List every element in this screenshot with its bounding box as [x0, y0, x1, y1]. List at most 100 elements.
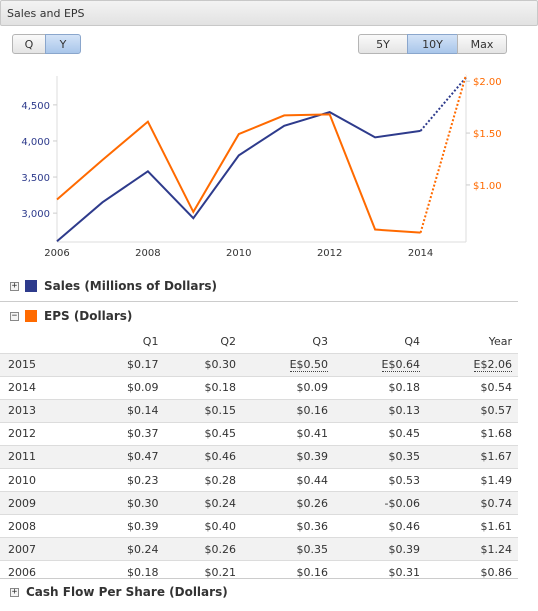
- cell-value: $0.57: [480, 404, 513, 418]
- eps-cell: $0.14: [86, 398, 165, 423]
- yearly-button[interactable]: Y: [45, 34, 81, 54]
- eps-cell: $0.54: [425, 375, 518, 400]
- range-max-button[interactable]: Max: [457, 34, 507, 54]
- section-cash-flow[interactable]: + Cash Flow Per Share (Dollars): [0, 583, 518, 605]
- eps-cell: $0.26: [242, 491, 335, 515]
- table-row: 2011 $0.47 $0.46 $0.39 $0.35 $1.67: [0, 444, 518, 469]
- year-cell: 2006: [0, 560, 87, 584]
- cell-value: $0.41: [296, 427, 329, 441]
- cell-value: $0.36: [296, 519, 329, 533]
- eps-cell: $1.49: [425, 467, 518, 492]
- eps-cell: $0.36: [242, 514, 335, 538]
- quarterly-button[interactable]: Q: [12, 34, 46, 54]
- eps-cell: $0.39: [334, 537, 426, 561]
- eps-cell: $0.86: [425, 560, 518, 584]
- eps-cell: $0.24: [86, 537, 165, 561]
- eps-cell: $0.46: [164, 444, 243, 469]
- eps-cell: $0.35: [242, 537, 335, 561]
- panel-header: Sales and EPS: [0, 0, 538, 26]
- cell-value: $0.18: [126, 566, 159, 580]
- eps-cell: $0.35: [334, 444, 426, 469]
- table-row: 2012 $0.37 $0.45 $0.41 $0.45 $1.68: [0, 421, 518, 446]
- eps-cell: $0.09: [86, 375, 165, 400]
- table-row: 2010 $0.23 $0.28 $0.44 $0.53 $1.49: [0, 467, 518, 492]
- eps-cell: $0.39: [242, 444, 335, 469]
- eps-cell: $0.45: [334, 421, 426, 446]
- column-header: [0, 331, 87, 353]
- y2-tick-label: $1.00: [473, 181, 502, 192]
- section-eps[interactable]: − EPS (Dollars): [0, 307, 518, 329]
- cell-value: $0.37: [126, 427, 159, 441]
- section-sales[interactable]: + Sales (Millions of Dollars): [0, 277, 518, 299]
- eps-cell: $0.45: [164, 421, 243, 446]
- eps-cell: $0.41: [242, 421, 335, 446]
- cell-value: $0.15: [204, 404, 237, 418]
- eps-estimate-line: [419, 74, 467, 233]
- eps-cell: E$0.64: [334, 352, 426, 377]
- eps-cell: $0.21: [164, 560, 243, 584]
- collapse-icon[interactable]: −: [10, 311, 19, 321]
- year-cell: 2009: [0, 491, 87, 515]
- cell-value: 2013: [8, 404, 36, 418]
- y-tick-label: 3,500: [21, 173, 50, 184]
- eps-cell: $1.67: [425, 444, 518, 469]
- expand-icon[interactable]: +: [10, 281, 19, 291]
- cell-value: $0.47: [126, 450, 159, 464]
- cell-value: $0.09: [126, 381, 159, 395]
- cell-value: $0.28: [204, 473, 237, 487]
- eps-cell: $0.39: [86, 514, 165, 538]
- cell-value: $1.68: [480, 427, 513, 441]
- y2-tick-label: $2.00: [473, 77, 502, 88]
- eps-cell: $0.16: [242, 398, 335, 423]
- cell-value: 2012: [8, 427, 36, 441]
- eps-cell: E$2.06: [425, 352, 518, 377]
- cell-value: $0.45: [204, 427, 237, 441]
- divider: [0, 578, 518, 579]
- eps-cell: $0.13: [334, 398, 426, 423]
- eps-color-swatch: [25, 310, 37, 322]
- cell-value: $0.14: [126, 404, 159, 418]
- cell-value: $1.49: [480, 473, 513, 487]
- x-tick-label: 2010: [226, 248, 251, 259]
- cell-value: $0.54: [480, 381, 513, 395]
- cell-value: $0.45: [388, 427, 420, 441]
- range-10y-button[interactable]: 10Y: [407, 34, 458, 54]
- cell-value: $0.35: [296, 542, 329, 556]
- cell-value: 2009: [8, 496, 36, 510]
- cell-value: E$0.50: [289, 358, 329, 373]
- sales-estimate-line: [419, 76, 467, 132]
- expand-icon[interactable]: +: [10, 587, 19, 597]
- eps-cell: $1.24: [425, 537, 518, 561]
- section-cash-flow-label: Cash Flow Per Share (Dollars): [26, 585, 228, 599]
- eps-cell: -$0.06: [334, 491, 426, 515]
- cell-value: $0.86: [480, 566, 513, 580]
- table-row: 2007 $0.24 $0.26 $0.35 $0.39 $1.24: [0, 537, 518, 561]
- eps-series-line: [56, 113, 421, 234]
- cell-value: 2008: [8, 519, 36, 533]
- range-5y-button[interactable]: 5Y: [358, 34, 408, 54]
- x-tick-label: 2006: [44, 248, 69, 259]
- year-cell: 2013: [0, 398, 87, 423]
- year-cell: 2007: [0, 537, 87, 561]
- x-tick-label: 2008: [135, 248, 160, 259]
- cell-value: 2011: [8, 450, 36, 464]
- cell-value: $0.18: [388, 381, 420, 395]
- cell-value: E$2.06: [473, 358, 512, 373]
- eps-table: Q1 Q2 Q3 Q4 Year 2015 $0.17 $0.30 E$0.50 E$0.64 E…: [0, 331, 518, 584]
- cell-value: 2015: [8, 358, 36, 372]
- cell-value: $0.16: [296, 404, 329, 418]
- eps-cell: $0.31: [334, 560, 426, 584]
- cell-value: $0.44: [296, 473, 329, 487]
- year-cell: 2008: [0, 514, 87, 538]
- table-row: 2014 $0.09 $0.18 $0.09 $0.18 $0.54: [0, 375, 518, 400]
- cell-value: $0.39: [126, 519, 159, 533]
- y-tick-label: 4,500: [21, 101, 50, 112]
- column-header: Q1: [142, 335, 159, 349]
- eps-cell: $0.53: [334, 467, 426, 492]
- eps-cell: $1.68: [425, 421, 518, 446]
- cell-value: $0.31: [388, 566, 420, 580]
- cell-value: $0.24: [204, 496, 237, 510]
- cell-value: $0.21: [204, 566, 237, 580]
- eps-cell: $0.28: [164, 467, 243, 492]
- cell-value: $0.46: [388, 519, 420, 533]
